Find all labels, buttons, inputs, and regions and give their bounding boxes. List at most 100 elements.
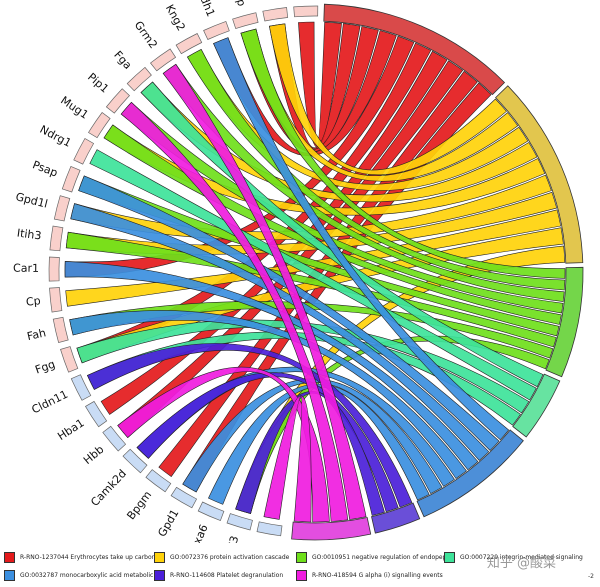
gene-block-8 [88, 112, 111, 139]
gene-block-15 [52, 316, 69, 344]
gene-label-24: C3 [225, 534, 242, 543]
gene-label-14: Cp [25, 294, 41, 308]
gene-label-5: Grm2 [132, 19, 160, 51]
gene-label-20: Camk2d [88, 467, 129, 509]
term-arc-0 [323, 3, 506, 96]
legend-swatch-4 [4, 569, 15, 581]
gene-label-23: Anxa6 [185, 522, 211, 543]
gene-label-18: Hba1 [55, 416, 86, 443]
gene-block-2 [232, 12, 259, 30]
gene-block-3 [203, 20, 230, 40]
gene-label-7: Pip1 [85, 70, 111, 95]
legend-label-3: GO:0007229 integrin-mediated signaling [460, 553, 583, 561]
legend-swatch-2 [296, 551, 307, 563]
gene-block-25 [256, 521, 283, 537]
legend-item-6: R-RNO-418594 G alpha (i) signalling even… [296, 568, 443, 582]
ribbon-3 [213, 30, 397, 157]
gene-block-18 [85, 400, 108, 428]
gene-block-16 [60, 346, 79, 373]
legend-swatch-3 [444, 551, 455, 563]
gene-label-10: Psap [31, 158, 60, 179]
ribbon-29 [140, 81, 544, 388]
term-arcs [291, 3, 584, 541]
term-arc-4 [416, 429, 524, 518]
ribbon-46 [117, 366, 330, 523]
gene-label-11: Gpd1l [14, 190, 49, 211]
gene-block-21 [145, 469, 172, 493]
legend-item-3: GO:0007229 integrin-mediated signaling [444, 550, 583, 564]
gene-block-0 [293, 5, 319, 18]
ribbon-44 [162, 63, 367, 520]
ribbon-24 [103, 124, 562, 325]
legend-swatch-5 [154, 569, 165, 581]
ribbon-21 [186, 48, 566, 291]
ribbon-45 [120, 101, 349, 522]
gene-block-5 [150, 48, 177, 72]
term-arc-5 [371, 502, 421, 534]
gene-label-19: Hbb [81, 443, 106, 467]
gene-block-11 [53, 195, 71, 222]
legend-swatch-6 [296, 569, 307, 581]
ribbon-33 [213, 37, 510, 441]
gene-label-17: Cldn11 [30, 388, 70, 417]
gene-block-9 [73, 138, 95, 165]
legend-label-6: R-RNO-418594 G alpha (i) signalling even… [312, 571, 443, 579]
gene-label-21: Bpgm [124, 489, 154, 523]
term-arc-2 [545, 266, 584, 378]
term-arc-1 [495, 85, 584, 264]
ribbon-10 [269, 23, 507, 176]
legend-item-4: GO:0032787 monocarboxylic acid metabolic [4, 568, 153, 582]
legend: R-RNO-1237044 Erythrocytes take up carbo… [0, 543, 600, 587]
gene-block-22 [170, 486, 198, 509]
ribbon-32 [87, 331, 521, 426]
legend-swatch-1 [154, 551, 165, 563]
gene-block-4 [175, 33, 203, 55]
legend-label-2: GO:0010951 negative regulation of endope… [312, 553, 447, 561]
gene-label-8: Mug1 [58, 94, 90, 122]
gene-block-1 [262, 7, 289, 22]
ribbon-47 [263, 395, 312, 523]
ribbon-42 [136, 372, 399, 513]
legend-swatch-0 [4, 551, 15, 563]
gene-label-15: Fah [26, 326, 47, 343]
gene-label-4: Kng2 [163, 2, 188, 33]
gene-block-7 [105, 88, 130, 114]
gene-blocks [48, 5, 319, 537]
term-arc-3 [512, 373, 561, 438]
legend-item-5: R-RNO-114608 Platelet degranulation [154, 568, 283, 582]
legend-label-1: GO:0072376 protein activation cascade [170, 553, 290, 561]
ribbon-0 [298, 21, 342, 148]
gene-block-13 [48, 256, 60, 282]
term-arc-6 [291, 517, 372, 541]
gene-block-6 [126, 66, 152, 92]
ribbon-40 [208, 383, 430, 505]
gene-block-12 [49, 225, 64, 252]
legend-item-1: GO:0072376 protein activation cascade [154, 550, 289, 564]
gene-block-20 [122, 448, 148, 474]
legend-item-2: GO:0010951 negative regulation of endope… [296, 550, 446, 564]
ribbon-36 [64, 261, 479, 471]
legend-label-5: R-RNO-114608 Platelet degranulation [170, 571, 284, 579]
gene-label-6: Fga [111, 48, 134, 72]
gene-label-2: Pzp [231, 0, 249, 8]
gene-label-16: Fgg [33, 358, 56, 377]
gene-block-17 [70, 374, 92, 401]
ribbon-37 [69, 310, 467, 479]
gene-label-22: Gpd1 [155, 507, 181, 539]
ribbon-30 [89, 149, 537, 401]
ribbon-20 [240, 28, 566, 279]
ribbon-22 [162, 63, 565, 302]
gene-label-3: Bdh1 [195, 0, 218, 19]
gene-block-14 [49, 287, 63, 313]
legend-label-0: R-RNO-1237044 Erythrocytes take up carbo… [20, 553, 163, 561]
gene-block-19 [102, 425, 127, 452]
ribbons [64, 21, 566, 523]
legend-item-0: R-RNO-1237044 Erythrocytes take up carbo… [4, 550, 163, 564]
legend-tail: -2 [588, 573, 594, 580]
gene-label-12: Itih3 [16, 226, 42, 242]
gene-label-9: Ndrg1 [38, 123, 74, 150]
gene-label-13: Car1 [13, 262, 39, 275]
gene-block-23 [197, 501, 225, 522]
gene-block-24 [226, 513, 253, 531]
gene-block-10 [61, 165, 81, 193]
